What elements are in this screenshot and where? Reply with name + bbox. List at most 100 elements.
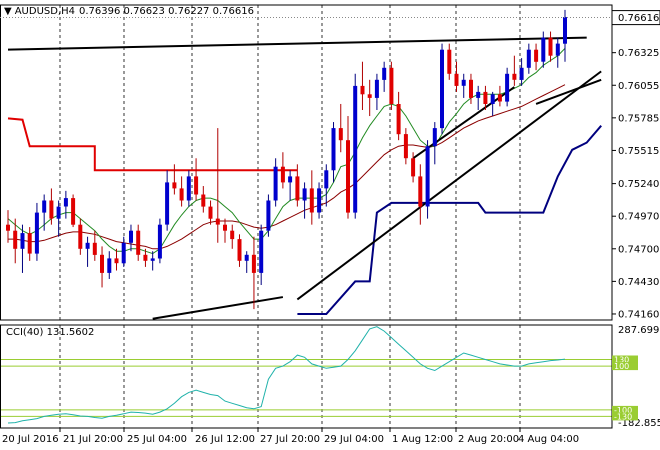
candle [418, 164, 423, 225]
candle [374, 73, 379, 110]
candle-body [309, 188, 314, 213]
candle-body [302, 188, 307, 201]
candle [56, 200, 61, 237]
candle-body [114, 258, 119, 264]
time-axis-label: 27 Jul 20:00 [260, 434, 320, 445]
time-axis-label: 21 Jul 20:00 [63, 434, 123, 445]
candle [244, 251, 249, 273]
candle-body [497, 94, 502, 102]
candle [476, 85, 481, 110]
candle [121, 236, 126, 267]
candle [230, 224, 235, 249]
price-tick-label: 0.74160 [618, 310, 659, 321]
candle [309, 170, 314, 225]
candle-body [244, 254, 249, 261]
candle [512, 55, 517, 86]
candle-body [186, 176, 191, 201]
candle [20, 224, 25, 273]
candle-body [136, 230, 141, 255]
candle-body [505, 73, 510, 102]
candle-body [295, 176, 300, 201]
candle-body [411, 158, 416, 177]
candle [259, 224, 264, 285]
candle-body [346, 140, 350, 213]
candle [497, 85, 502, 107]
candle-body [483, 91, 488, 104]
candles [6, 9, 567, 310]
candle [280, 152, 285, 189]
candle-body [20, 233, 25, 249]
candle-body [71, 198, 76, 225]
time-axis-label: 4 Aug 04:00 [518, 434, 579, 445]
candle [237, 234, 242, 267]
candle [42, 194, 47, 231]
candle [432, 122, 437, 165]
candle [179, 176, 184, 207]
candle [266, 194, 271, 237]
trendline [412, 86, 515, 160]
candle [208, 200, 213, 225]
candle-body [259, 230, 264, 273]
cci-lines [7, 326, 566, 424]
candle [251, 236, 256, 310]
time-axis-label: 26 Jul 12:00 [195, 434, 255, 445]
trendline [296, 70, 602, 301]
candle [129, 224, 133, 252]
candle [172, 164, 177, 195]
candle [526, 43, 531, 74]
candle-body [121, 242, 126, 264]
trendline [152, 296, 284, 320]
candle-body [338, 128, 343, 141]
candle-body [85, 242, 90, 249]
candle [78, 218, 83, 255]
candle-body [512, 73, 517, 80]
candle [157, 218, 162, 264]
candle-body [425, 146, 430, 207]
cci-level-tag [612, 405, 638, 414]
blue-level-line [297, 125, 602, 315]
candle-body [555, 43, 560, 56]
cci-level-tag-label: -100 [614, 406, 632, 415]
candle-body [541, 37, 546, 62]
candle [186, 170, 191, 207]
candle [396, 91, 401, 141]
time-axis-label: 2 Aug 20:00 [458, 434, 519, 445]
candle [63, 190, 68, 219]
candle [273, 158, 278, 207]
candle-body [63, 198, 68, 207]
chart-title: ▼ AUDUSD,H4 0.76396 0.76623 0.76227 0.7661… [4, 6, 254, 17]
candle [331, 122, 336, 183]
candle [440, 43, 444, 135]
candle [107, 251, 112, 279]
cci-level-tag-label: -130 [614, 412, 632, 421]
candle [136, 224, 141, 261]
price-tick-label: 0.74430 [618, 277, 659, 288]
candle-body [56, 206, 61, 219]
candle-body [324, 170, 329, 189]
candle-body [223, 224, 227, 231]
candle [548, 31, 553, 62]
price-tick-label: 0.76616 [618, 13, 659, 24]
candle [454, 61, 459, 92]
main-plot-grid [59, 5, 521, 320]
candle-body [78, 224, 83, 249]
cci-level-tag [612, 362, 638, 371]
candle-body [42, 200, 47, 213]
axis-labels: 0.76616 0.76325 0.76055 0.75785 0.75515 0.752… [2, 10, 660, 445]
candle [403, 128, 408, 165]
candle [317, 182, 322, 219]
price-tick-label: 0.76325 [618, 48, 659, 59]
candle-body [107, 258, 112, 273]
candle [555, 37, 560, 68]
trendline [7, 36, 587, 51]
price-tick-label: 0.76055 [618, 81, 659, 92]
candle-body [92, 242, 97, 255]
candle [490, 91, 495, 117]
candle-body [273, 166, 278, 201]
candle-body [288, 176, 293, 183]
candle [447, 43, 452, 80]
candle-body [476, 91, 481, 98]
candle-body [396, 104, 401, 135]
candle-body [230, 230, 235, 240]
